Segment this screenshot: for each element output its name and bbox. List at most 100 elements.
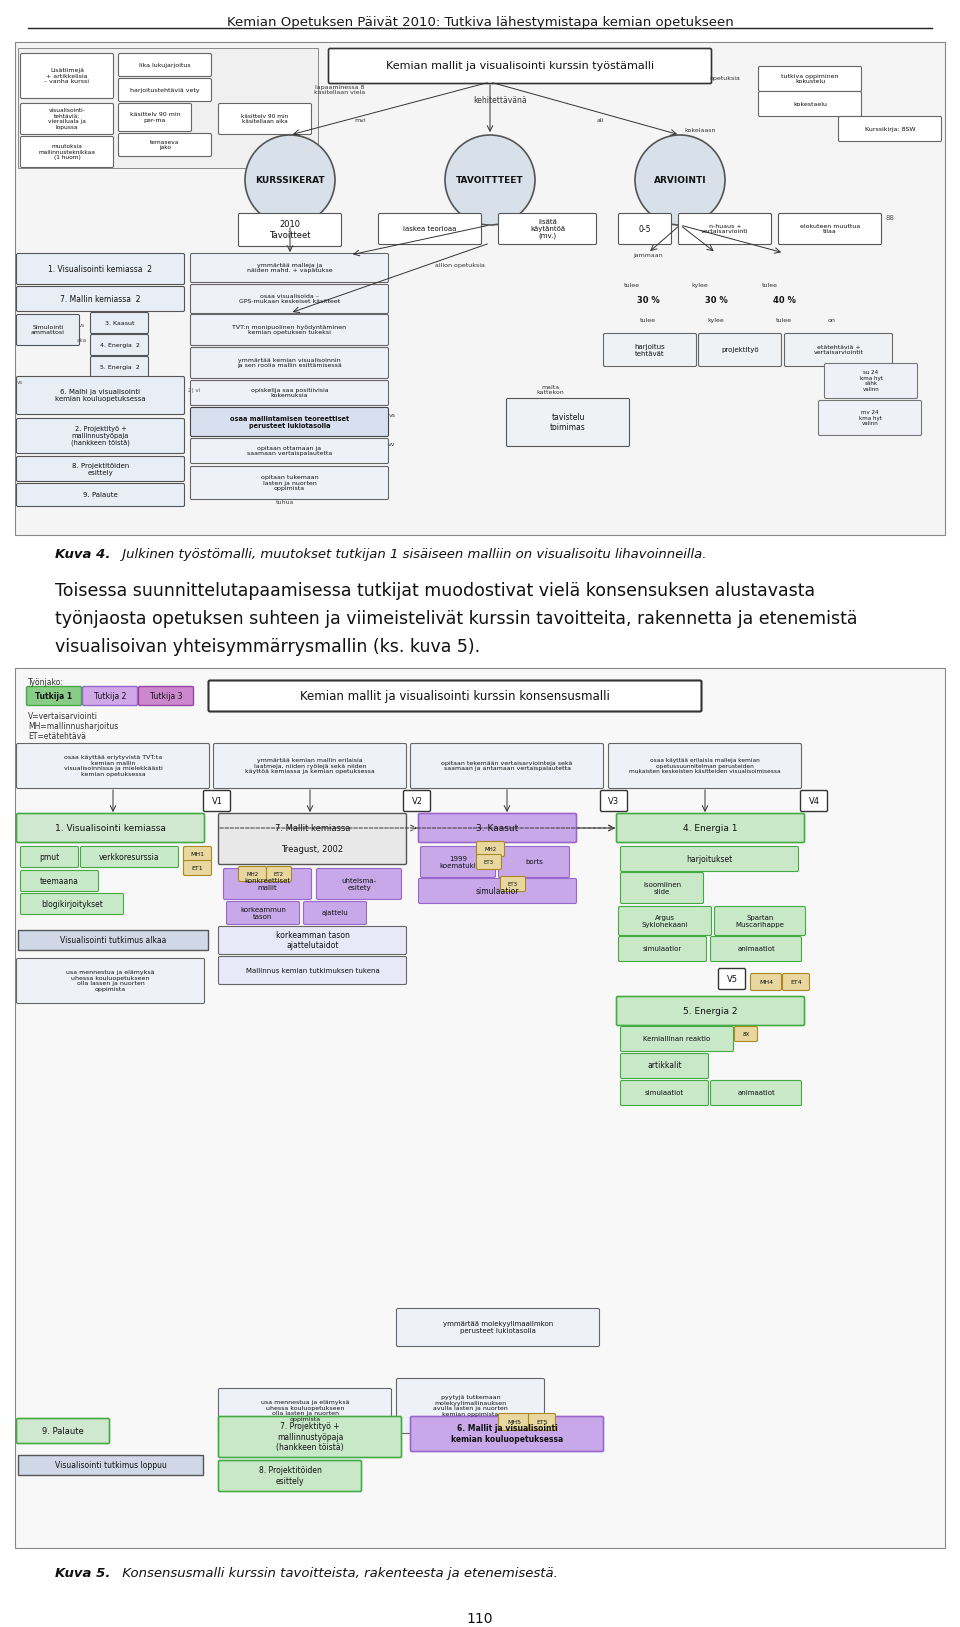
Text: etätehtäviä +
vertaisarviointit: etätehtäviä + vertaisarviointit xyxy=(813,345,863,355)
Circle shape xyxy=(245,135,335,225)
FancyBboxPatch shape xyxy=(219,957,406,984)
FancyBboxPatch shape xyxy=(15,669,945,1547)
FancyBboxPatch shape xyxy=(208,680,702,711)
Text: Argus
Syklohekaani: Argus Syklohekaani xyxy=(641,914,688,927)
FancyBboxPatch shape xyxy=(476,854,501,869)
FancyBboxPatch shape xyxy=(90,356,149,377)
Text: KURSSIKERAT: KURSSIKERAT xyxy=(255,176,324,184)
Text: MH1: MH1 xyxy=(190,851,204,856)
FancyBboxPatch shape xyxy=(20,870,99,892)
Text: 3. Kaasut: 3. Kaasut xyxy=(476,823,518,833)
Text: korkeamman tason
ajattelutaidot: korkeamman tason ajattelutaidot xyxy=(276,931,349,950)
FancyBboxPatch shape xyxy=(498,213,596,244)
Text: ymmärtää kemian mallin erilaisia
laatmeja, niiden ryölejä sekä niiden
käyttöä ke: ymmärtää kemian mallin erilaisia laatmej… xyxy=(245,758,374,774)
FancyBboxPatch shape xyxy=(411,1417,604,1451)
Text: V=vertaisarviointi: V=vertaisarviointi xyxy=(28,713,98,721)
Text: työnjaosta opetuksen suhteen ja viimeistelivät kurssin tavoitteita, rakennetta j: työnjaosta opetuksen suhteen ja viimeist… xyxy=(55,610,857,628)
Text: 4. Energia 1: 4. Energia 1 xyxy=(684,823,737,833)
FancyBboxPatch shape xyxy=(419,814,577,843)
Text: allion opetuksia: allion opetuksia xyxy=(435,262,485,267)
Text: osaa käyttää eriytyvistä TVT:ta
kemian mallin
visualisoinnissa ja mielekkäästi
k: osaa käyttää eriytyvistä TVT:ta kemian m… xyxy=(63,755,162,778)
Text: 9. Palaute: 9. Palaute xyxy=(42,1427,84,1435)
Text: isoomiinen
slide: isoomiinen slide xyxy=(643,882,681,895)
FancyBboxPatch shape xyxy=(328,49,711,83)
Text: Kemian Opetuksen Päivät 2010: Tutkiva lähestymistapa kemian opetukseen: Kemian Opetuksen Päivät 2010: Tutkiva lä… xyxy=(227,16,733,29)
Text: Kurssikirja: 8SW: Kurssikirja: 8SW xyxy=(865,127,915,132)
FancyBboxPatch shape xyxy=(219,1388,392,1433)
Text: mv 24
kma hyt
valinn: mv 24 kma hyt valinn xyxy=(858,410,881,426)
FancyBboxPatch shape xyxy=(609,744,802,789)
FancyBboxPatch shape xyxy=(714,906,805,936)
FancyBboxPatch shape xyxy=(498,846,569,877)
FancyBboxPatch shape xyxy=(190,348,389,379)
Text: vs: vs xyxy=(17,379,23,384)
FancyBboxPatch shape xyxy=(758,67,861,91)
FancyBboxPatch shape xyxy=(751,973,781,991)
Text: kylee: kylee xyxy=(708,317,725,322)
Text: pmut: pmut xyxy=(39,853,60,862)
FancyBboxPatch shape xyxy=(403,791,430,812)
FancyBboxPatch shape xyxy=(801,791,828,812)
FancyBboxPatch shape xyxy=(620,872,704,903)
Text: Tutkija 1: Tutkija 1 xyxy=(36,691,73,701)
Text: MH2: MH2 xyxy=(485,846,496,851)
FancyBboxPatch shape xyxy=(18,49,318,168)
Text: usa mennestua ja elämyksä
uhessa kouluopetukseen
olla lasten ja nuorten
oppimist: usa mennestua ja elämyksä uhessa kouluop… xyxy=(261,1399,349,1422)
Text: 110: 110 xyxy=(467,1612,493,1625)
Text: Kuva 5.: Kuva 5. xyxy=(55,1567,110,1580)
Text: opitaan tekemään vertaisarviointeja sekä
saamaan ja antamaan vertaispalautetta: opitaan tekemään vertaisarviointeja sekä… xyxy=(442,760,573,771)
FancyBboxPatch shape xyxy=(83,687,137,706)
Text: elokuteen muuttua
tilaa: elokuteen muuttua tilaa xyxy=(800,223,860,234)
FancyBboxPatch shape xyxy=(18,931,208,950)
Text: 6. Mallit ja visualisointi
kemian kouluopetuksessa: 6. Mallit ja visualisointi kemian kouluo… xyxy=(451,1424,564,1443)
FancyBboxPatch shape xyxy=(620,1054,708,1079)
FancyBboxPatch shape xyxy=(16,814,204,843)
FancyBboxPatch shape xyxy=(118,104,191,132)
Text: n-huaus +
vertaisarviointi: n-huaus + vertaisarviointi xyxy=(701,223,749,234)
Text: tulee: tulee xyxy=(762,283,778,288)
Text: harjoitukset: harjoitukset xyxy=(686,854,732,864)
Text: vs: vs xyxy=(79,322,85,327)
Text: tulee: tulee xyxy=(640,317,656,322)
FancyBboxPatch shape xyxy=(734,1027,757,1041)
Text: teemaana: teemaana xyxy=(40,877,79,885)
Text: 3. Kaasut: 3. Kaasut xyxy=(105,321,134,325)
Text: ARVIOINTI: ARVIOINTI xyxy=(654,176,707,184)
Text: ET4: ET4 xyxy=(790,979,802,984)
Text: MH4: MH4 xyxy=(759,979,773,984)
Text: tuhua: tuhua xyxy=(276,499,294,504)
Text: 5. Energia  2: 5. Energia 2 xyxy=(100,364,139,369)
Text: borts: borts xyxy=(525,859,543,866)
FancyBboxPatch shape xyxy=(219,814,406,864)
Text: kokelaasn: kokelaasn xyxy=(684,127,716,132)
FancyBboxPatch shape xyxy=(18,1455,203,1476)
Text: 1. Visualisointi kemiassa: 1. Visualisointi kemiassa xyxy=(55,823,166,833)
Text: ymmärtää malleja ja
näiden mahd. + vapätukse: ymmärtää malleja ja näiden mahd. + vapät… xyxy=(247,262,332,273)
Text: 8. Projektitöiden
esittely: 8. Projektitöiden esittely xyxy=(258,1466,322,1485)
Text: Tutkija 3: Tutkija 3 xyxy=(150,691,182,701)
Text: Kemian mallit ja visualisointi kurssin työstämalli: Kemian mallit ja visualisointi kurssin t… xyxy=(386,60,654,72)
Text: ET3: ET3 xyxy=(484,859,494,864)
FancyBboxPatch shape xyxy=(16,286,184,311)
FancyBboxPatch shape xyxy=(16,418,184,454)
FancyBboxPatch shape xyxy=(616,996,804,1025)
Text: konkreettiset
mallit: konkreettiset mallit xyxy=(245,877,291,890)
FancyBboxPatch shape xyxy=(183,846,211,862)
Text: vv: vv xyxy=(388,441,396,446)
Text: verkkoresurssia: verkkoresurssia xyxy=(99,853,159,862)
FancyBboxPatch shape xyxy=(190,439,389,464)
FancyBboxPatch shape xyxy=(20,104,113,135)
Text: 8X: 8X xyxy=(742,1032,750,1036)
FancyBboxPatch shape xyxy=(227,901,300,924)
FancyBboxPatch shape xyxy=(90,335,149,356)
Text: kehitettävänä: kehitettävänä xyxy=(473,96,527,104)
FancyBboxPatch shape xyxy=(819,400,922,436)
Text: tulee: tulee xyxy=(776,317,792,322)
FancyBboxPatch shape xyxy=(378,213,482,244)
Text: simulaatior: simulaatior xyxy=(643,945,683,952)
Text: lisätä
käytäntöä
(mv.): lisätä käytäntöä (mv.) xyxy=(530,218,565,239)
Text: 88: 88 xyxy=(885,215,895,221)
FancyBboxPatch shape xyxy=(507,399,630,446)
Text: su 24
kma hyt
sähk
valinn: su 24 kma hyt sähk valinn xyxy=(859,369,882,392)
Text: visualisointi-
tehtäviä:
vierailuala ja
lopussa: visualisointi- tehtäviä: vierailuala ja … xyxy=(48,107,86,130)
